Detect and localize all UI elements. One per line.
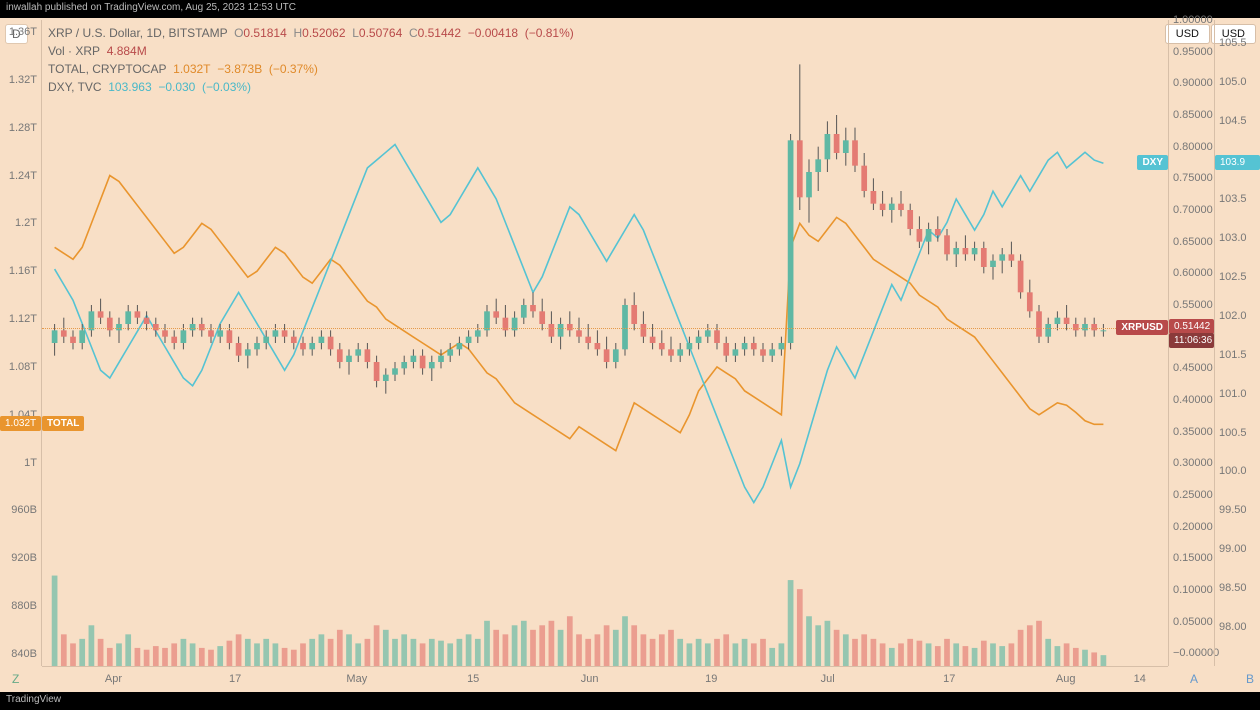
- axis-tick: 0.75000: [1173, 172, 1213, 184]
- axis-tick: 0.20000: [1173, 521, 1213, 533]
- axis-tick: 0.25000: [1173, 489, 1213, 501]
- publish-info: inwallah published on TradingView.com, A…: [6, 2, 296, 13]
- footer-bar: TradingView: [0, 692, 1260, 710]
- axis-tick: −0.00000: [1173, 647, 1219, 659]
- axis-time[interactable]: Apr 17 May 15 Jun 19 Jul 17 Aug 14: [42, 666, 1168, 692]
- axis-tick: 1.12T: [0, 313, 37, 325]
- axis-tick: 880B: [0, 600, 37, 612]
- axis-tick: 1.32T: [0, 74, 37, 86]
- axis-tick: 1.16T: [0, 265, 37, 277]
- axis-tick: 0.85000: [1173, 109, 1213, 121]
- axis-tick: 1.08T: [0, 361, 37, 373]
- axis-tick: 0.55000: [1173, 299, 1213, 311]
- axis-tick: 101.5: [1219, 349, 1247, 361]
- axis-tick: 840B: [0, 648, 37, 660]
- x-axis-label: Jul: [821, 673, 835, 685]
- axis-tick: 105.5: [1219, 37, 1247, 49]
- axis-tick: 99.00: [1219, 543, 1247, 555]
- pane-letter-z: Z: [12, 672, 19, 686]
- header-bar: inwallah published on TradingView.com, A…: [0, 0, 1260, 18]
- axis-tick: 1.24T: [0, 170, 37, 182]
- axis-tick: 102.0: [1219, 310, 1247, 322]
- x-axis-label: May: [346, 673, 367, 685]
- axis-tick: 920B: [0, 552, 37, 564]
- axis-tick: 0.80000: [1173, 141, 1213, 153]
- total-line-label: TOTAL: [42, 416, 84, 431]
- axis-tick: 0.65000: [1173, 236, 1213, 248]
- axis-tick: 0.35000: [1173, 426, 1213, 438]
- chart-svg: [42, 20, 1168, 666]
- chart-area[interactable]: XRPUSD DXY TOTAL: [42, 20, 1168, 666]
- axis-tick: 0.90000: [1173, 77, 1213, 89]
- pane-letter-b: B: [1246, 672, 1254, 686]
- axis-tick: 0.15000: [1173, 552, 1213, 564]
- watermark: TradingView: [6, 694, 61, 705]
- axis-tick: 0.30000: [1173, 457, 1213, 469]
- dxy-line-label: DXY: [1137, 155, 1168, 170]
- x-axis-label: Jun: [581, 673, 599, 685]
- x-axis-label: 19: [705, 673, 717, 685]
- axis-tick: 1.2T: [0, 217, 37, 229]
- axis-tick: 0.60000: [1173, 267, 1213, 279]
- axis-tick: 105.0: [1219, 76, 1247, 88]
- axis-tick: 98.00: [1219, 621, 1247, 633]
- axis-tick: 960B: [0, 504, 37, 516]
- axis-tick: 0.45000: [1173, 362, 1213, 374]
- axis-tick: 0.10000: [1173, 584, 1213, 596]
- x-axis-label: 17: [943, 673, 955, 685]
- axis-tick: 101.0: [1219, 388, 1247, 400]
- x-axis-label: 14: [1134, 673, 1146, 685]
- axis-tick: 1.28T: [0, 122, 37, 134]
- axis-tick: 0.95000: [1173, 46, 1213, 58]
- price-tag-value: 0.51442: [1169, 319, 1214, 334]
- axis-tick: 1T: [0, 457, 37, 469]
- axis-tick: 1.00000: [1173, 14, 1213, 26]
- axis-tick: 0.70000: [1173, 204, 1213, 216]
- price-label-xrpusd: XRPUSD: [1116, 320, 1168, 335]
- pane-letter-a: A: [1190, 672, 1198, 686]
- total-tag-value: 1.032T: [0, 416, 41, 431]
- dxy-tag-value: 103.9: [1215, 155, 1260, 170]
- x-axis-label: Aug: [1056, 673, 1076, 685]
- axis-tick: 104.5: [1219, 115, 1247, 127]
- axis-tick: 102.5: [1219, 271, 1247, 283]
- x-axis-label: 17: [229, 673, 241, 685]
- axis-right-price[interactable]: 1.000000.950000.900000.850000.800000.750…: [1168, 20, 1214, 666]
- axis-tick: 99.50: [1219, 504, 1247, 516]
- axis-tick: 103.5: [1219, 193, 1247, 205]
- price-tag-countdown: 11:06:36: [1169, 333, 1214, 348]
- axis-tick: 100.0: [1219, 465, 1247, 477]
- axis-left[interactable]: 1.36T 1.32T 1.28T 1.24T 1.2T 1.16T 1.12T 1.08T 1…: [0, 20, 42, 666]
- axis-tick: 1.36T: [0, 26, 37, 38]
- x-axis-label: Apr: [105, 673, 122, 685]
- axis-right-dxy[interactable]: 105.5105.0104.5104.0103.5103.0102.5102.0…: [1214, 20, 1260, 666]
- axis-tick: 100.5: [1219, 427, 1247, 439]
- axis-tick: 98.50: [1219, 582, 1247, 594]
- axis-tick: 0.40000: [1173, 394, 1213, 406]
- axis-tick: 0.05000: [1173, 616, 1213, 628]
- axis-tick: 103.0: [1219, 232, 1247, 244]
- x-axis-label: 15: [467, 673, 479, 685]
